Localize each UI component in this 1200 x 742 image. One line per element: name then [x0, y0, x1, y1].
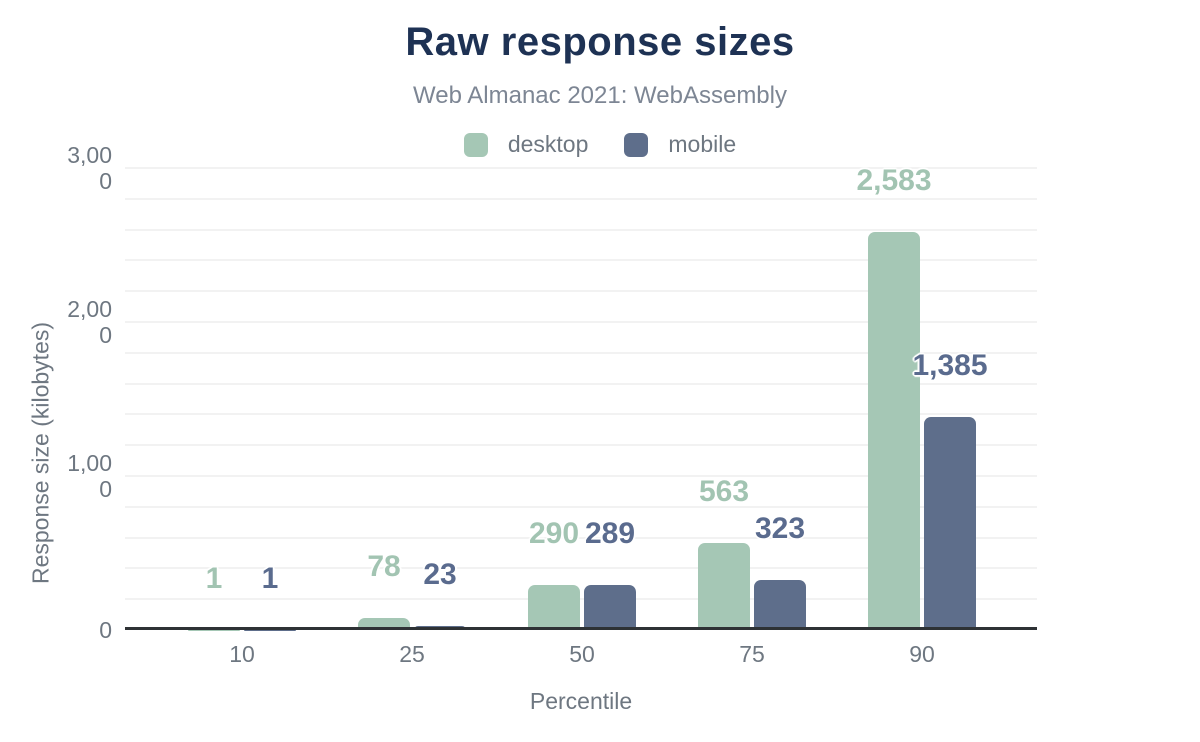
gridline [125, 567, 1037, 570]
gridline [125, 259, 1037, 262]
bar-desktop-p25[interactable] [358, 617, 410, 630]
bar-label-desktop-p90: 2,583 [856, 164, 932, 198]
gridline [125, 536, 1037, 539]
legend: desktop mobile [0, 131, 1200, 158]
mobile-swatch-icon [624, 132, 649, 157]
x-tick-label: 25 [399, 641, 425, 667]
legend-item-desktop[interactable]: desktop [463, 131, 589, 158]
bar-mobile-p90[interactable] [924, 416, 976, 630]
chart-title: Raw response sizes [405, 20, 795, 64]
gridline [125, 167, 1037, 169]
gridline [125, 321, 1037, 323]
legend-label-mobile: mobile [668, 131, 737, 157]
legend-item-mobile[interactable]: mobile [624, 131, 736, 158]
gridline [125, 413, 1037, 416]
bar-label-mobile-p90: 1,385 [912, 348, 988, 382]
bar-label-desktop-p25: 78 [367, 549, 401, 583]
legend-label-desktop: desktop [507, 131, 589, 157]
bar-mobile-p50[interactable] [584, 585, 636, 630]
gridline [125, 505, 1037, 508]
gridline [125, 598, 1037, 601]
chart-subtitle: Web Almanac 2021: WebAssembly [413, 82, 787, 109]
y-tick-label: 2,00 0 [67, 296, 112, 348]
bar-label-mobile-p25: 23 [423, 558, 457, 592]
x-axis-line [125, 627, 1037, 630]
bar-desktop-p75[interactable] [698, 543, 750, 630]
x-axis-title: Percentile [529, 688, 633, 714]
bar-desktop-p50[interactable] [528, 585, 580, 630]
bar-label-desktop-p10: 1 [205, 561, 223, 595]
y-tick-label: 3,00 0 [67, 142, 112, 194]
x-tick-label: 90 [909, 641, 935, 667]
gridline [125, 290, 1037, 293]
gridline [125, 197, 1037, 200]
gridline [125, 475, 1037, 477]
y-tick-label: 1,00 0 [67, 450, 112, 502]
x-tick-label: 75 [739, 641, 765, 667]
bar-label-mobile-p10: 1 [261, 561, 279, 595]
gridline [125, 228, 1037, 231]
bar-label-desktop-p75: 563 [698, 475, 750, 509]
bar-mobile-p75[interactable] [754, 580, 806, 630]
desktop-swatch-icon [463, 132, 488, 157]
x-tick-label: 50 [569, 641, 595, 667]
gridline [125, 444, 1037, 447]
gridline [125, 351, 1037, 354]
bar-label-desktop-p50: 290 [528, 517, 580, 551]
bar-label-mobile-p75: 323 [754, 512, 806, 546]
y-axis-title: Response size (kilobytes) [27, 321, 54, 585]
x-tick-label: 10 [229, 641, 255, 667]
bar-desktop-p90[interactable] [868, 232, 920, 630]
bar-label-mobile-p50: 289 [584, 517, 636, 551]
gridline [125, 382, 1037, 385]
y-tick-label: 0 [99, 617, 112, 643]
